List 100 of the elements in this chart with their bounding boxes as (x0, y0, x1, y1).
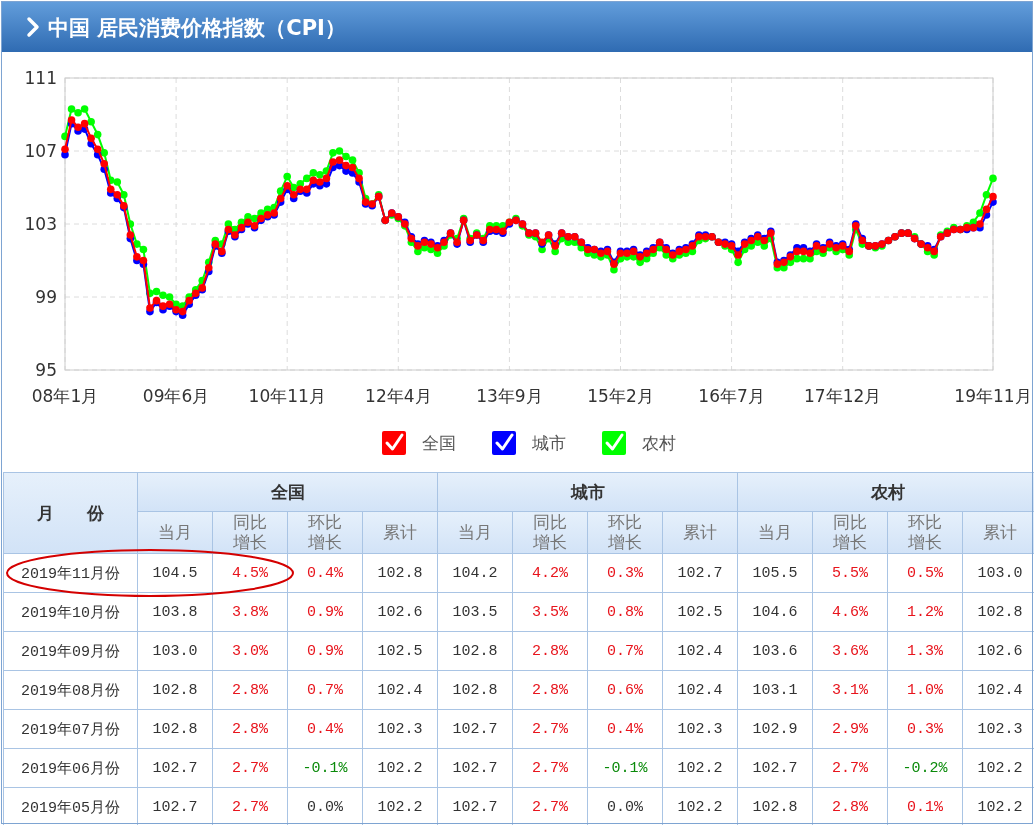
data-label: 102.7 (152, 759, 198, 777)
x-tick-label: 16年7月 (698, 386, 765, 406)
y-tick-label: 2019年08月份 (20, 681, 120, 700)
x-tick-label: 同比增长 (232, 511, 268, 553)
data-label: 0.3% (606, 564, 643, 582)
data-label: 3.8% (231, 603, 268, 621)
data-label: 102.3 (377, 720, 423, 738)
data-label: 5.5% (831, 564, 868, 582)
data-label: 0.1% (906, 798, 943, 816)
data-label: 103.1 (752, 681, 798, 699)
y-tick-label: 103 (24, 214, 57, 234)
x-tick-label: 17年12月 (804, 386, 882, 406)
data-label: 0.9% (306, 603, 343, 621)
data-label: 102.2 (677, 759, 723, 777)
data-label: 102.8 (752, 798, 798, 816)
data-label: 104.6 (752, 603, 798, 621)
data-label: 0.3% (906, 720, 943, 738)
legend-label: 农村 (642, 433, 676, 453)
x-tick-label: 累计 (983, 521, 1017, 543)
y-tick-label: 2019年10月份 (20, 603, 120, 622)
x-tick-label: 09年6月 (142, 386, 210, 406)
text: 城市 (570, 480, 605, 504)
data-label: 0.6% (606, 681, 643, 699)
data-label: 102.3 (977, 720, 1023, 738)
legend-label: 全国 (422, 433, 456, 453)
data-label: 104.5 (152, 564, 198, 582)
data-label: 105.5 (752, 564, 798, 582)
y-tick-label: 2019年11月份 (20, 564, 120, 583)
data-label: 102.9 (752, 720, 798, 738)
data-label: 3.6% (831, 642, 868, 660)
x-tick-label: 13年9月 (476, 386, 543, 406)
data-label: 1.0% (906, 681, 943, 699)
x-tick-label: 环比增长 (307, 511, 343, 553)
data-label: 2.7% (831, 759, 868, 777)
data-label: 102.8 (977, 603, 1023, 621)
data-label: 102.6 (977, 642, 1023, 660)
data-label: 0.4% (306, 720, 343, 738)
data-label: 2.9% (831, 720, 868, 738)
data-label: 0.0% (606, 798, 643, 816)
data-label: -0.1% (302, 759, 348, 777)
y-tick-label: 99 (35, 287, 57, 307)
data-label: 2.8% (831, 798, 868, 816)
x-tick-label: 10年11月 (248, 386, 326, 406)
data-label: 0.0% (306, 798, 343, 816)
data-label: 102.2 (977, 759, 1023, 777)
data-label: 102.8 (452, 642, 498, 660)
data-label: 102.7 (152, 798, 198, 816)
y-tick-label: 2019年06月份 (20, 759, 120, 778)
data-label: 4.6% (831, 603, 868, 621)
data-label: 2.8% (231, 720, 268, 738)
data-label: 102.8 (152, 681, 198, 699)
data-label: 0.8% (606, 603, 643, 621)
data-label: 102.3 (677, 720, 723, 738)
data-label: 102.2 (977, 798, 1023, 816)
data-label: 0.9% (306, 642, 343, 660)
data-label: 102.2 (377, 798, 423, 816)
data-label: 102.8 (152, 720, 198, 738)
data-label: 104.2 (452, 564, 498, 582)
data-label: 103.6 (752, 642, 798, 660)
data-label: 102.7 (452, 720, 498, 738)
y-tick-label: 2019年05月份 (20, 798, 120, 817)
data-label: 102.7 (452, 798, 498, 816)
x-tick-label: 08年1月 (31, 386, 99, 406)
data-label: 103.8 (152, 603, 198, 621)
x-tick-label: 19年11月 (954, 386, 1032, 406)
data-label: 0.5% (906, 564, 943, 582)
legend-label: 城市 (531, 433, 566, 453)
data-label: 2.8% (231, 681, 268, 699)
x-tick-label: 环比增长 (607, 511, 643, 553)
data-label: 2.7% (231, 798, 268, 816)
x-tick-label: 环比增长 (907, 511, 943, 553)
data-label: 0.4% (606, 720, 643, 738)
x-tick-label: 15年2月 (587, 386, 654, 406)
x-tick-label: 同比增长 (832, 511, 868, 553)
data-label: 102.5 (377, 642, 423, 660)
data-label: 102.5 (677, 603, 723, 621)
data-label: 102.4 (377, 681, 423, 699)
data-label: 102.2 (677, 798, 723, 816)
x-tick-label: 累计 (683, 521, 717, 543)
data-label: -0.1% (602, 759, 648, 777)
y-tick-label: 107 (24, 141, 57, 161)
data-label: 102.8 (377, 564, 423, 582)
chart-title: 中国 居民消费价格指数（CPI） (48, 16, 346, 40)
text: 全国 (270, 480, 305, 504)
y-tick-label: 95 (35, 360, 57, 380)
x-tick-label: 当月 (458, 521, 492, 543)
y-tick-label: 2019年07月份 (20, 720, 120, 739)
data-label: 102.2 (377, 759, 423, 777)
data-label: 102.4 (677, 642, 723, 660)
x-tick-label: 同比增长 (532, 511, 568, 553)
data-label: 2.7% (531, 798, 568, 816)
data-label: 102.7 (452, 759, 498, 777)
data-label: 2.7% (231, 759, 268, 777)
data-label: 2.7% (531, 720, 568, 738)
data-label: -0.2% (902, 759, 948, 777)
y-tick-label: 2019年09月份 (20, 642, 120, 661)
data-label: 4.5% (231, 564, 268, 582)
data-label: 102.7 (677, 564, 723, 582)
data-label: 1.3% (906, 642, 943, 660)
data-label: 102.4 (677, 681, 723, 699)
